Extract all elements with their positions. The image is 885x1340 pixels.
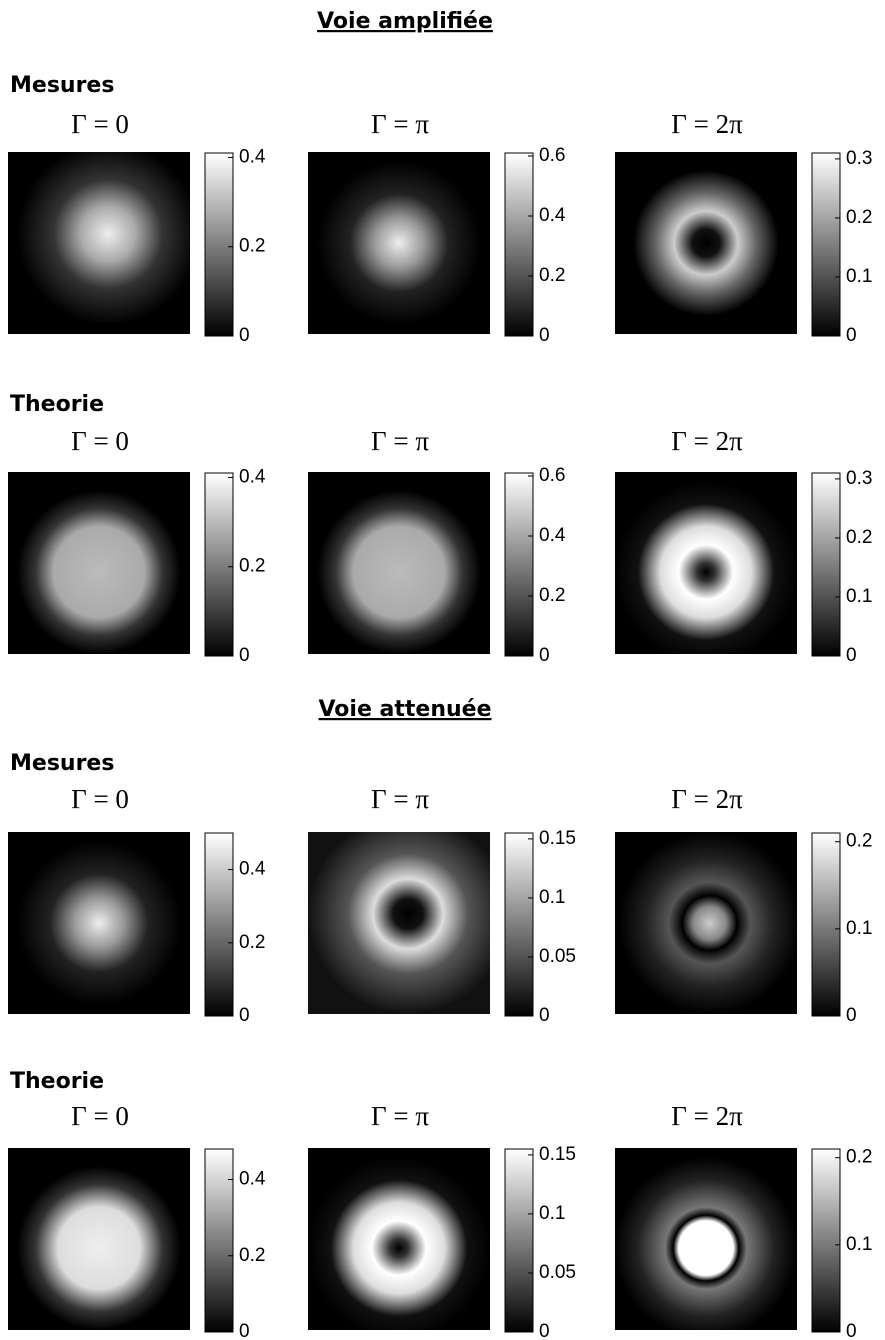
colorbar — [811, 1148, 841, 1333]
colorbar-tick-label: 0.2 — [239, 556, 265, 577]
group-label: Mesures — [10, 751, 114, 776]
panel-title: Γ = 0 — [71, 784, 129, 814]
colorbar-tick-label: 0.2 — [239, 1245, 265, 1266]
colorbar-tick-label: 0.2 — [539, 265, 565, 286]
intensity-image — [308, 472, 490, 654]
colorbar-tick-label: 0.1 — [846, 266, 872, 287]
colorbar-tick-label: 0.2 — [239, 932, 265, 953]
intensity-image — [8, 152, 190, 334]
colorbar-tick-label: 0.05 — [539, 946, 576, 967]
panel-title: Γ = π — [371, 784, 429, 814]
panel-title: Γ = 2π — [671, 426, 743, 456]
colorbar-tick-label: 0.2 — [846, 207, 872, 228]
intensity-image — [615, 152, 797, 334]
colorbar-tick-label: 0.2 — [239, 236, 265, 257]
colorbar-tick-label: 0 — [539, 325, 550, 346]
colorbar — [504, 152, 534, 337]
colorbar — [504, 1148, 534, 1333]
section-title: Voie attenuée — [318, 697, 491, 722]
colorbar — [204, 472, 234, 657]
group-label: Mesures — [10, 73, 114, 98]
colorbar — [811, 152, 841, 337]
intensity-image — [615, 832, 797, 1014]
colorbar-tick-label: 0.15 — [539, 1144, 576, 1165]
colorbar-tick-label: 0 — [239, 645, 250, 666]
colorbar — [204, 1148, 234, 1333]
panel-title: Γ = 2π — [671, 784, 743, 814]
colorbar — [811, 832, 841, 1017]
panel-title: Γ = 2π — [671, 109, 743, 139]
intensity-image — [308, 152, 490, 334]
colorbar-tick-label: 0.2 — [539, 585, 565, 606]
colorbar-tick-label: 0 — [846, 645, 857, 666]
colorbar-tick-label: 0.2 — [846, 831, 872, 852]
colorbar-tick-label: 0.1 — [846, 586, 872, 607]
colorbar-tick-label: 0 — [846, 325, 857, 346]
colorbar-tick-label: 0.1 — [539, 887, 565, 908]
intensity-image — [8, 832, 190, 1014]
colorbar-tick-label: 0.4 — [239, 859, 266, 880]
colorbar-tick-label: 0 — [846, 1321, 857, 1340]
intensity-image — [615, 1148, 797, 1330]
colorbar-tick-label: 0.1 — [539, 1203, 565, 1224]
group-label: Theorie — [10, 392, 104, 417]
colorbar — [504, 832, 534, 1017]
colorbar — [204, 832, 234, 1017]
colorbar-tick-label: 0.2 — [846, 1147, 872, 1168]
intensity-image — [308, 1148, 490, 1330]
colorbar-tick-label: 0 — [239, 325, 250, 346]
intensity-image — [615, 472, 797, 654]
panel-title: Γ = π — [371, 109, 429, 139]
panel-title: Γ = 0 — [71, 1101, 129, 1131]
colorbar-tick-label: 0.1 — [846, 1234, 872, 1255]
colorbar-tick-label: 0 — [239, 1321, 250, 1340]
colorbar-tick-label: 0.4 — [239, 1169, 266, 1190]
colorbar-tick-label: 0 — [539, 1005, 550, 1026]
intensity-image — [308, 832, 490, 1014]
panel-title: Γ = π — [371, 426, 429, 456]
intensity-image — [8, 1148, 190, 1330]
colorbar-tick-label: 0.05 — [539, 1262, 576, 1283]
panel-title: Γ = π — [371, 1101, 429, 1131]
panel-title: Γ = 0 — [71, 426, 129, 456]
colorbar-tick-label: 0.4 — [539, 205, 566, 226]
panel-title: Γ = 0 — [71, 109, 129, 139]
panel-title: Γ = 2π — [671, 1101, 743, 1131]
colorbar — [204, 152, 234, 337]
section-title: Voie amplifiée — [317, 9, 493, 34]
colorbar-tick-label: 0.1 — [846, 918, 872, 939]
colorbar — [811, 472, 841, 657]
colorbar-tick-label: 0.6 — [539, 465, 565, 486]
colorbar-tick-label: 0.6 — [539, 145, 565, 166]
colorbar-tick-label: 0.4 — [239, 146, 266, 167]
colorbar-tick-label: 0.3 — [846, 468, 872, 489]
intensity-image — [8, 472, 190, 654]
colorbar-tick-label: 0 — [539, 1321, 550, 1340]
colorbar-tick-label: 0.3 — [846, 148, 872, 169]
colorbar-tick-label: 0.2 — [846, 527, 872, 548]
colorbar-tick-label: 0.15 — [539, 828, 576, 849]
colorbar-tick-label: 0 — [846, 1005, 857, 1026]
colorbar — [504, 472, 534, 657]
group-label: Theorie — [10, 1069, 104, 1094]
colorbar-tick-label: 0 — [539, 645, 550, 666]
colorbar-tick-label: 0.4 — [539, 525, 566, 546]
colorbar-tick-label: 0.4 — [239, 466, 266, 487]
colorbar-tick-label: 0 — [239, 1005, 250, 1026]
